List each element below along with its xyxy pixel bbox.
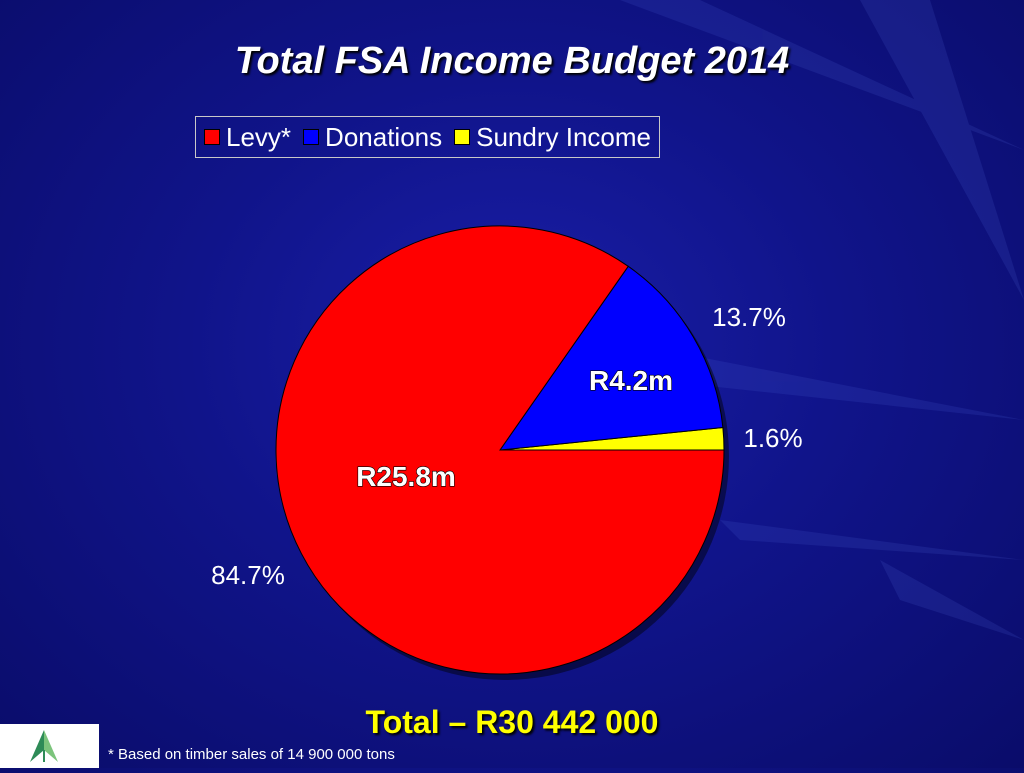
legend-item-sundry: Sundry Income <box>454 122 651 153</box>
legend-label-levy: Levy* <box>226 121 292 152</box>
legend-item-levy: Levy* <box>204 122 291 153</box>
legend-swatch-levy <box>204 129 220 145</box>
pie-slice-levy <box>275 225 725 675</box>
total-amount: Total – R30 442 000 <box>365 704 659 740</box>
value-label-donations: R4.2m <box>589 365 673 396</box>
pie-slice-donations <box>498 265 724 451</box>
slide-title: Total FSA Income Budget 2014 <box>234 40 790 82</box>
chart-legend: Levy* Donations Sundry Income <box>195 116 660 158</box>
value-label-levy: R25.8m <box>356 461 456 492</box>
percent-label-levy: 84.7% <box>211 560 285 590</box>
logo <box>0 724 99 768</box>
pie-chart: 1.6% 13.7% R4.2m 84.7% R25.8m <box>211 225 802 680</box>
legend-swatch-sundry <box>454 129 471 145</box>
legend-label-donations: Donations <box>325 121 443 152</box>
percent-label-donations: 13.7% <box>712 302 786 332</box>
tree-icon <box>30 730 58 762</box>
percent-label-sundry: 1.6% <box>743 423 802 453</box>
legend-swatch-donations <box>303 129 320 145</box>
footnote: * Based on timber sales of 14 900 000 to… <box>108 746 395 763</box>
legend-item-donations: Donations <box>303 122 442 153</box>
legend-label-sundry: Sundry Income <box>476 121 651 152</box>
